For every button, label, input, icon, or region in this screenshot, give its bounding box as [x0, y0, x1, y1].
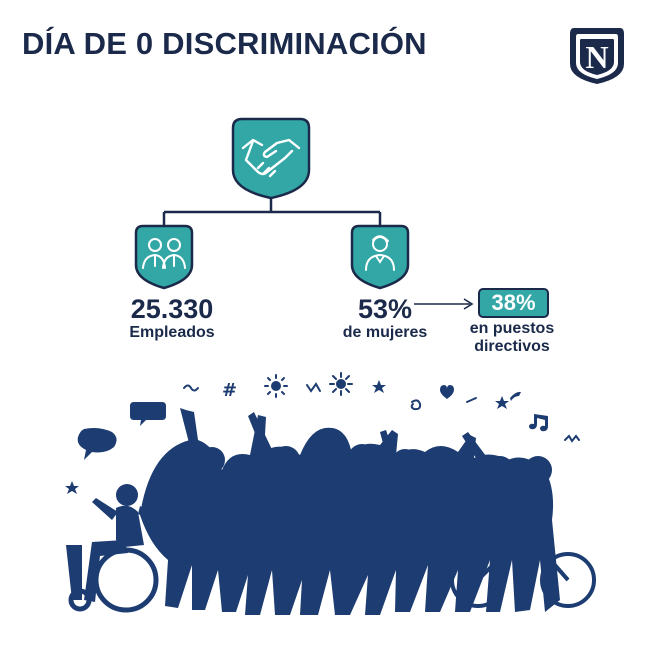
- page-title: DÍA DE 0 DISCRIMINACIÓN: [22, 26, 427, 61]
- sun-icon: [271, 381, 281, 391]
- hash-icon: #: [222, 380, 237, 401]
- heart-icon: [440, 385, 454, 399]
- speech-bubble-icon: [130, 402, 166, 426]
- employees-label: Empleados: [129, 324, 215, 341]
- executives-value-badge: 38%: [478, 288, 549, 318]
- handshake-icon: [231, 117, 311, 200]
- executives-label-line2: directivos: [474, 338, 550, 355]
- org-tree-diagram: [134, 117, 410, 290]
- employees-stat: 25.330 Empleados: [112, 294, 232, 342]
- bicycle-wheel: [450, 552, 506, 608]
- group-people-icon: [134, 224, 194, 290]
- employees-value: 25.330: [130, 294, 214, 324]
- swirl-icon: [410, 399, 422, 411]
- woman-icon: [350, 224, 410, 290]
- wheel: [93, 547, 159, 613]
- star-icon: [495, 396, 509, 409]
- star-icon: [65, 481, 79, 494]
- bicycle-wheel: [540, 552, 596, 608]
- executives-stat: en puestos directivos: [452, 320, 572, 356]
- executives-label-line1: en puestos: [469, 320, 555, 337]
- women-stat: 53% de mujeres: [330, 294, 440, 342]
- logo-letter: N: [585, 39, 608, 75]
- crowd-silhouettes: #: [65, 372, 596, 615]
- women-value: 53%: [357, 294, 413, 324]
- women-label: de mujeres: [342, 324, 428, 341]
- crowd-illustration: #: [65, 372, 596, 615]
- arrow-right-icon: [414, 298, 474, 310]
- speech-bubble-icon: [77, 428, 117, 460]
- star-icon: [372, 380, 386, 393]
- music-note-icon: [529, 414, 548, 432]
- logo-shield-icon: N: [570, 28, 624, 84]
